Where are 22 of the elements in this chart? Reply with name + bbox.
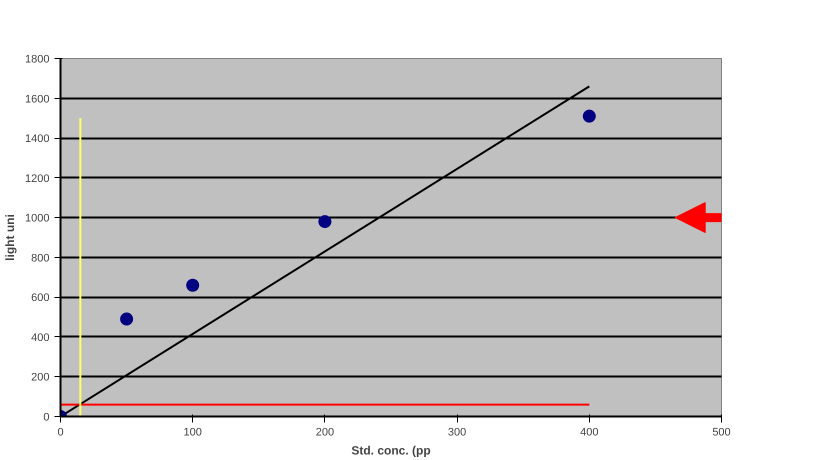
y-tick-label: 1800	[25, 54, 50, 66]
x-tick-label: 0	[57, 426, 64, 438]
y-tick-label: 1400	[25, 133, 50, 146]
x-tick-label: 100	[184, 426, 202, 438]
y-tick-label: 0	[43, 412, 50, 424]
x-tick-label: 400	[580, 426, 598, 438]
point	[186, 278, 200, 292]
y-axis-title: light uni	[3, 214, 18, 261]
x-tick-label: 200	[316, 426, 334, 438]
point	[120, 312, 134, 326]
y-tick-label: 400	[31, 332, 50, 344]
y-tick-label: 200	[31, 372, 50, 384]
y-tick-label: 600	[31, 292, 50, 304]
y-tick-label: 1600	[25, 93, 50, 106]
x-axis-title: Std. conc. (pp	[351, 444, 431, 458]
point	[582, 110, 596, 123]
point	[318, 215, 332, 228]
x-tick-label: 300	[448, 426, 466, 438]
y-tick-label: 1000	[25, 212, 50, 225]
y-tick-label: 1200	[25, 172, 50, 185]
x-tick-label: 500	[712, 426, 731, 438]
y-tick-label: 800	[31, 252, 50, 264]
